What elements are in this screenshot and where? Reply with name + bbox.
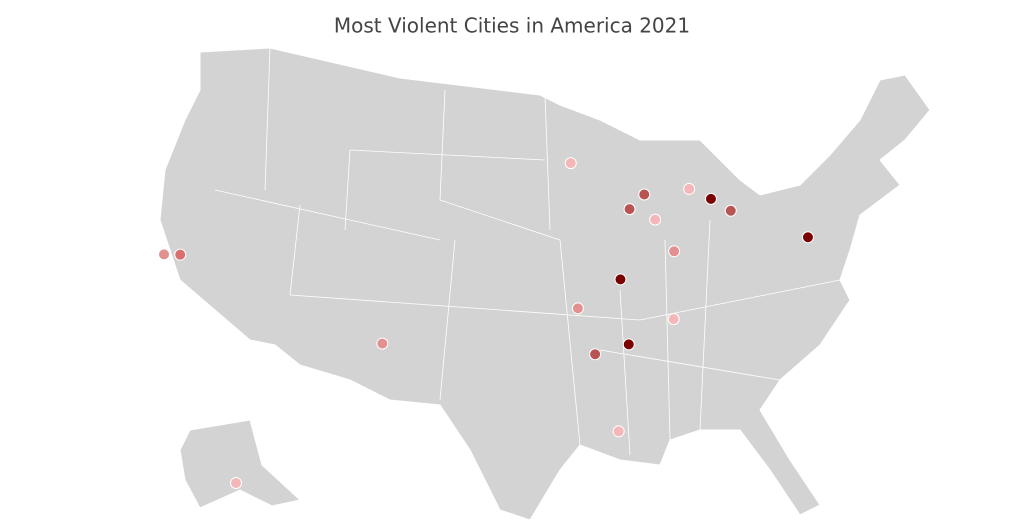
city-marker: [649, 213, 662, 226]
city-marker: [564, 157, 577, 170]
city-marker: [230, 477, 242, 489]
alaska: [179, 419, 302, 509]
lower-48: [159, 47, 931, 521]
state-borders: [214, 47, 841, 456]
city-marker: [667, 313, 680, 326]
city-marker: [683, 182, 696, 195]
city-marker: [801, 231, 814, 244]
map-title: Most Violent Cities in America 2021: [334, 14, 690, 38]
city-marker: [571, 302, 584, 315]
city-marker: [724, 204, 737, 217]
city-marker: [589, 348, 602, 361]
city-marker: [174, 248, 187, 261]
city-marker: [614, 273, 627, 286]
city-marker: [376, 337, 389, 350]
city-marker: [668, 245, 681, 258]
city-marker: [623, 203, 636, 216]
city-marker: [612, 425, 625, 438]
city-marker: [704, 192, 717, 205]
city-marker: [158, 248, 171, 261]
city-marker: [622, 338, 635, 351]
city-marker: [638, 188, 651, 201]
